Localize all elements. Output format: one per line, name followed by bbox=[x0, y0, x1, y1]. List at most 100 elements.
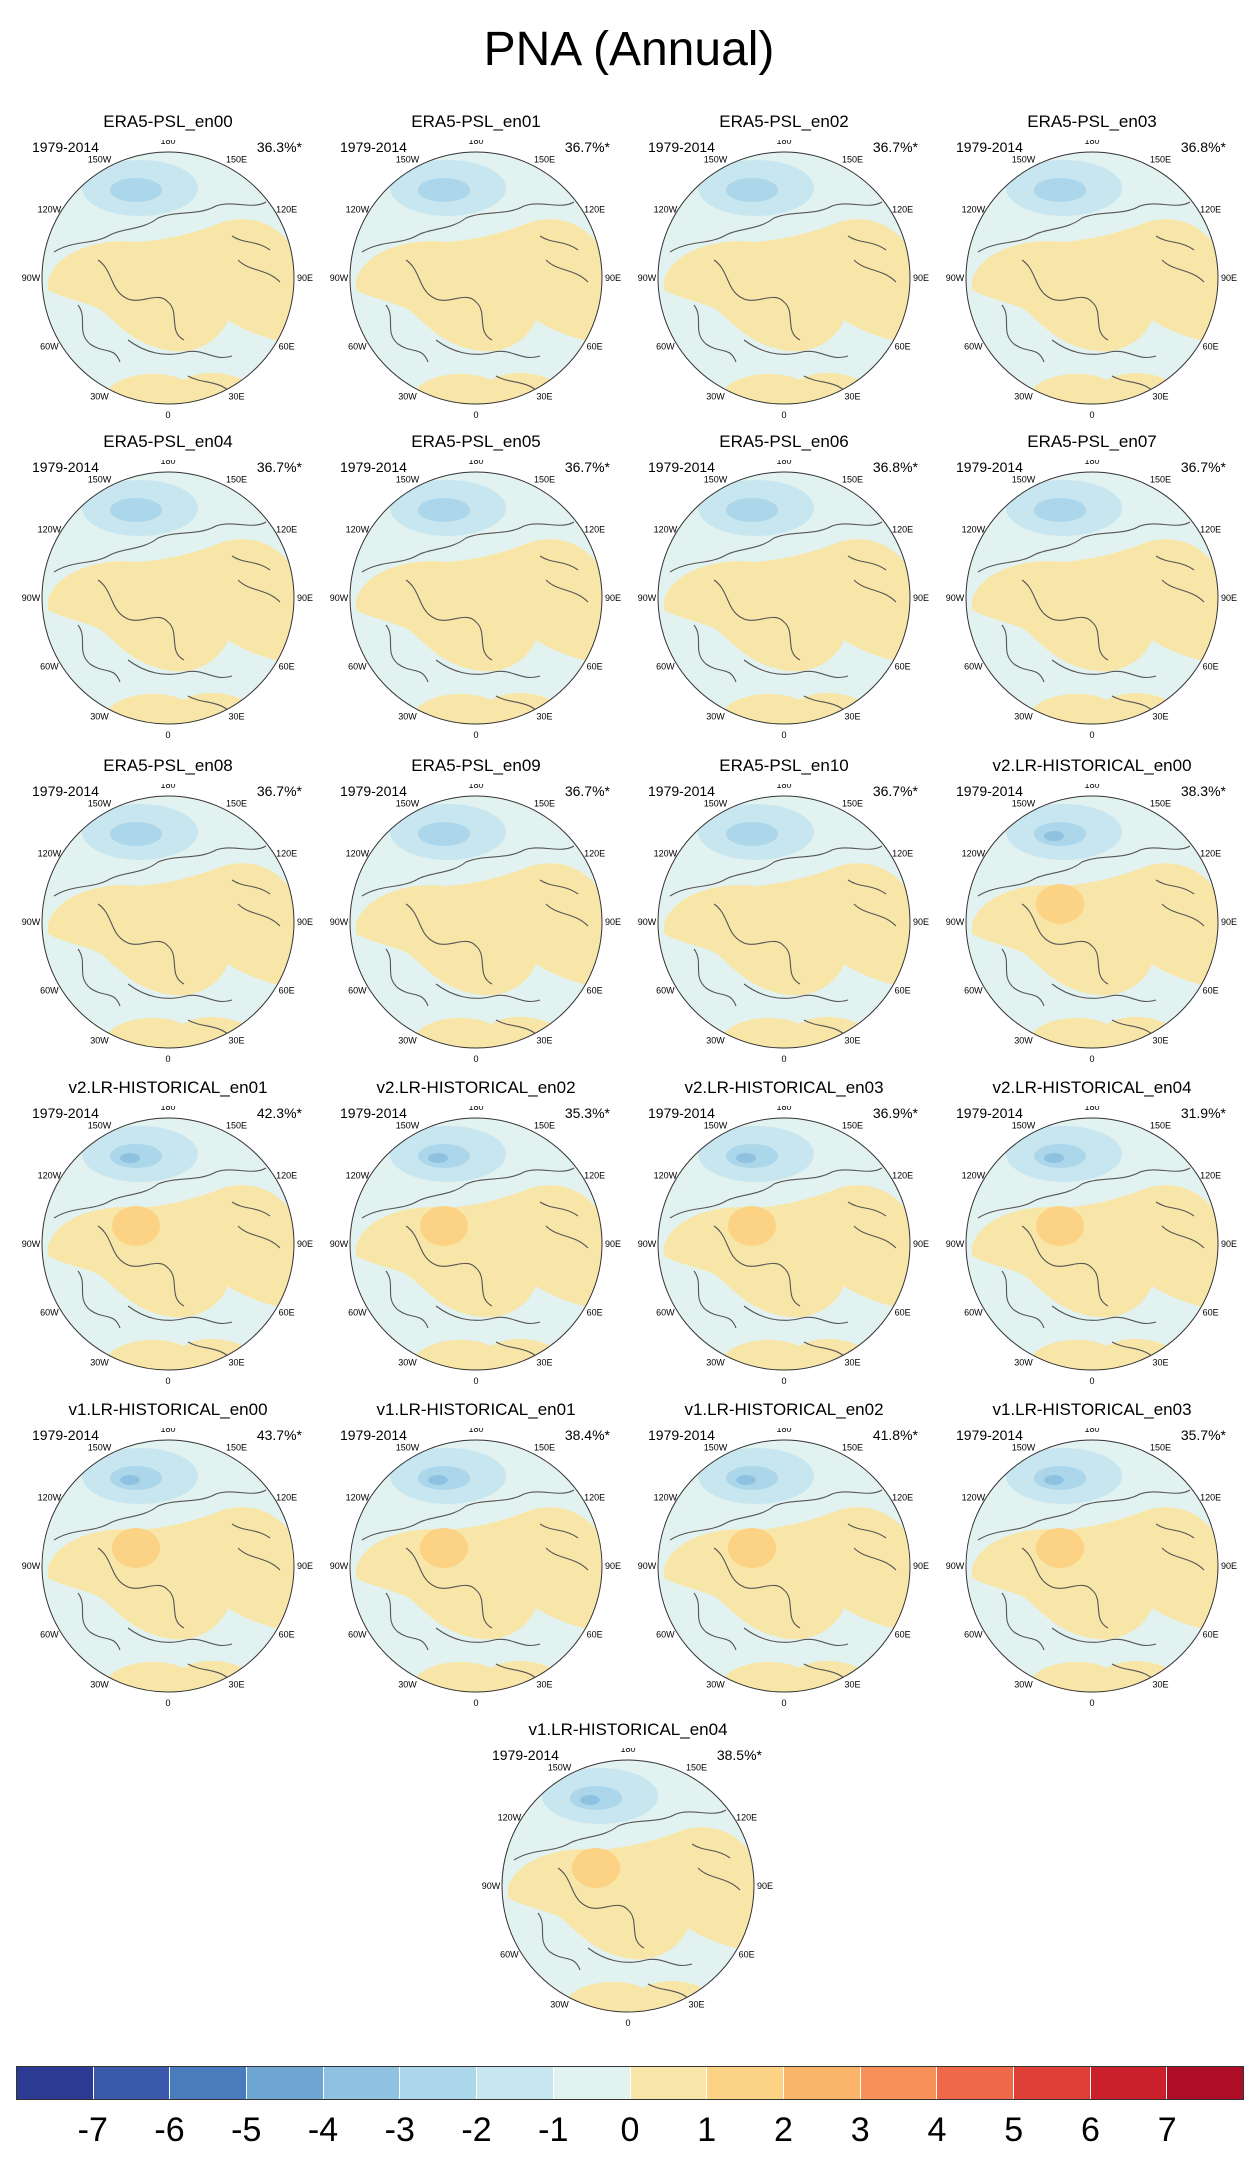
longitude-label: 150W bbox=[704, 1442, 728, 1452]
longitude-label: 180 bbox=[160, 1428, 175, 1434]
polar-map: 180 150E 120E 90E 60E 30E 0 30W 60W 90W 120W 150W bbox=[330, 460, 621, 740]
longitude-label: 30E bbox=[1152, 1680, 1168, 1690]
longitude-label: 180 bbox=[776, 784, 791, 790]
map-outline bbox=[657, 1117, 911, 1371]
panel-period: 1979-2014 bbox=[648, 1427, 715, 1443]
longitude-label: 180 bbox=[468, 140, 483, 146]
longitude-label: 60E bbox=[1203, 342, 1219, 352]
longitude-label: 180 bbox=[776, 140, 791, 146]
longitude-label: 150E bbox=[534, 154, 555, 164]
longitude-label: 120W bbox=[962, 1493, 986, 1503]
longitude-label: 60E bbox=[279, 1308, 295, 1318]
longitude-label: 90W bbox=[330, 273, 349, 283]
longitude-label: 0 bbox=[165, 410, 170, 420]
coastline bbox=[77, 304, 121, 363]
panel-title: ERA5-PSL_en07 bbox=[1027, 432, 1157, 451]
coastline bbox=[97, 903, 185, 985]
longitude-label: 30E bbox=[228, 1680, 244, 1690]
map-panel: ERA5-PSL_en00 1979-2014 36.3%* 180 150E 120E 9… bbox=[18, 112, 318, 422]
positive-anomaly bbox=[356, 1507, 602, 1640]
panel-percent: 36.7%* bbox=[564, 459, 610, 475]
longitude-label: 0 bbox=[781, 410, 786, 420]
coastline bbox=[361, 1489, 575, 1541]
longitude-label: 150E bbox=[1150, 798, 1171, 808]
positive-anomaly bbox=[48, 1185, 294, 1318]
longitude-label: 30E bbox=[536, 1358, 552, 1368]
longitude-label: 120W bbox=[962, 849, 986, 859]
map-outline bbox=[501, 1759, 755, 2013]
longitude-label: 180 bbox=[160, 460, 175, 466]
longitude-label: 30W bbox=[706, 1036, 725, 1046]
polar-map: 180 150E 120E 90E 60E 30E 0 30W 60W 90W 120W 150W bbox=[638, 1428, 929, 1708]
longitude-label: 90W bbox=[638, 1561, 657, 1571]
coastline bbox=[713, 1225, 801, 1307]
strong-negative-anomaly bbox=[726, 822, 778, 846]
coastline bbox=[1001, 1270, 1045, 1329]
longitude-label: 120W bbox=[346, 525, 370, 535]
panel-percent: 36.8%* bbox=[872, 459, 918, 475]
core-negative-anomaly bbox=[580, 1795, 600, 1805]
coastline bbox=[557, 1867, 645, 1949]
colorbar-segment bbox=[937, 2067, 1014, 2099]
coastline bbox=[1021, 903, 1109, 985]
longitude-label: 90E bbox=[605, 593, 621, 603]
positive-anomaly bbox=[48, 539, 294, 672]
longitude-label: 120E bbox=[892, 525, 913, 535]
map-outline bbox=[965, 471, 1219, 725]
coastline bbox=[361, 1167, 575, 1219]
longitude-label: 150W bbox=[88, 1120, 112, 1130]
longitude-label: 90W bbox=[22, 1239, 41, 1249]
longitude-label: 150W bbox=[88, 1442, 112, 1452]
map-panel: ERA5-PSL_en05 1979-2014 36.7%* 180 150E 120E 9… bbox=[326, 432, 626, 742]
colorbar-segment bbox=[93, 2067, 171, 2099]
longitude-label: 120E bbox=[1200, 205, 1221, 215]
longitude-label: 120W bbox=[962, 1171, 986, 1181]
polar-map: 180 150E 120E 90E 60E 30E 0 30W 60W 90W 120W 150W bbox=[22, 460, 313, 740]
positive-anomaly bbox=[98, 1338, 258, 1370]
panel-title: v2.LR-HISTORICAL_en02 bbox=[376, 1078, 576, 1097]
longitude-label: 120E bbox=[736, 1813, 757, 1823]
coastline bbox=[385, 624, 429, 683]
polar-map: 180 150E 120E 90E 60E 30E 0 30W 60W 90W 120W 150W bbox=[22, 140, 313, 420]
longitude-label: 30W bbox=[1014, 712, 1033, 722]
longitude-label: 90W bbox=[330, 917, 349, 927]
polar-map: 180 150E 120E 90E 60E 30E 0 30W 60W 90W 120W 150W bbox=[330, 1428, 621, 1708]
core-negative-anomaly bbox=[428, 1153, 448, 1163]
panel-percent: 35.3%* bbox=[564, 1105, 610, 1121]
longitude-label: 120W bbox=[38, 1171, 62, 1181]
coastline bbox=[847, 1201, 897, 1249]
positive-anomaly bbox=[664, 1507, 910, 1640]
positive-anomaly bbox=[1022, 1660, 1182, 1692]
panel-title: ERA5-PSL_en10 bbox=[719, 756, 849, 775]
longitude-label: 30W bbox=[398, 392, 417, 402]
coastline bbox=[977, 1167, 1191, 1219]
map-panel: ERA5-PSL_en04 1979-2014 36.7%* 180 150E 120E 9… bbox=[18, 432, 318, 742]
map-panel: ERA5-PSL_en03 1979-2014 36.8%* 180 150E 120E 9… bbox=[942, 112, 1242, 422]
longitude-label: 60W bbox=[40, 986, 59, 996]
longitude-label: 120E bbox=[584, 1493, 605, 1503]
longitude-label: 180 bbox=[776, 1106, 791, 1112]
longitude-label: 120W bbox=[654, 1493, 678, 1503]
longitude-label: 90E bbox=[297, 1239, 313, 1249]
longitude-label: 30E bbox=[844, 1680, 860, 1690]
longitude-label: 60E bbox=[587, 342, 603, 352]
core-negative-anomaly bbox=[1044, 1475, 1064, 1485]
longitude-label: 30E bbox=[844, 1358, 860, 1368]
longitude-label: 30W bbox=[90, 712, 109, 722]
longitude-label: 30E bbox=[688, 2000, 704, 2010]
longitude-label: 90W bbox=[638, 1239, 657, 1249]
map-outline bbox=[965, 795, 1219, 1049]
map-outline bbox=[41, 795, 295, 1049]
map-panel: v2.LR-HISTORICAL_en04 1979-2014 31.9%* 180 1… bbox=[942, 1078, 1242, 1388]
coastline bbox=[435, 659, 541, 678]
coastline bbox=[847, 1523, 897, 1571]
coastline bbox=[77, 1270, 121, 1329]
longitude-label: 0 bbox=[473, 410, 478, 420]
longitude-label: 120W bbox=[38, 525, 62, 535]
panel-title: ERA5-PSL_en06 bbox=[719, 432, 849, 451]
polar-map: 180 150E 120E 90E 60E 30E 0 30W 60W 90W 120W 150W bbox=[22, 1428, 313, 1708]
coastline bbox=[743, 659, 849, 678]
panel-title: v1.LR-HISTORICAL_en03 bbox=[992, 1400, 1192, 1419]
strong-negative-anomaly bbox=[1034, 178, 1086, 202]
longitude-label: 30W bbox=[90, 1680, 109, 1690]
